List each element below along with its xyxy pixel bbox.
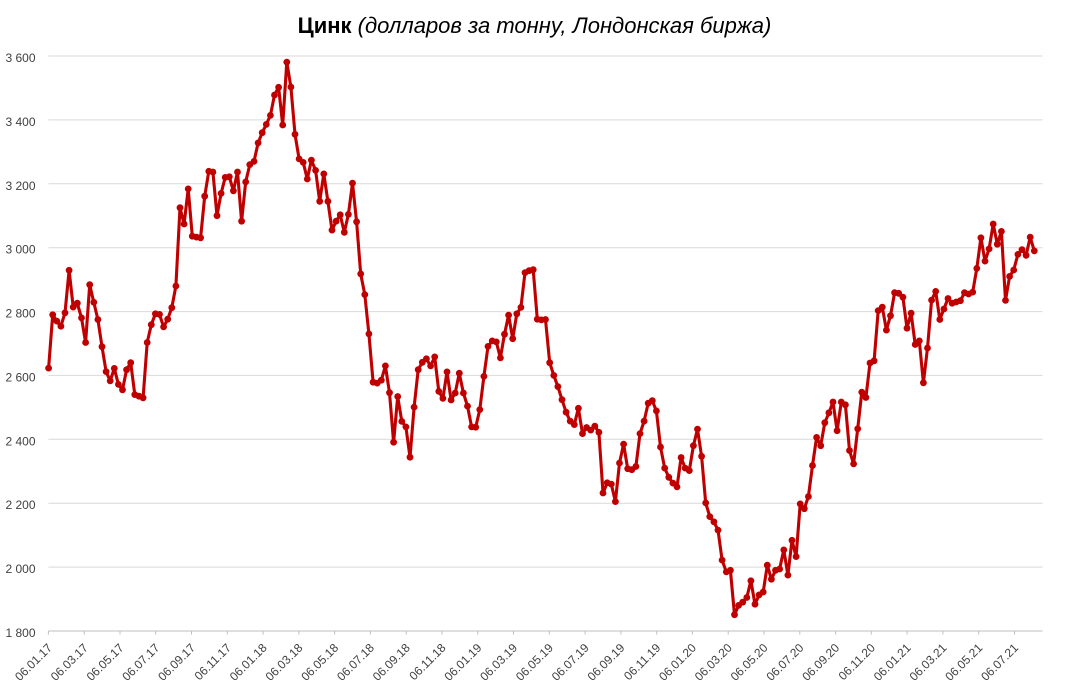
svg-text:06.09.20: 06.09.20 (799, 640, 842, 683)
svg-text:06.07.18: 06.07.18 (334, 640, 377, 683)
svg-text:06.01.21: 06.01.21 (871, 640, 914, 683)
svg-text:2 800: 2 800 (5, 307, 35, 321)
svg-text:06.07.17: 06.07.17 (119, 640, 162, 683)
svg-text:3 600: 3 600 (5, 51, 35, 65)
svg-text:06.09.18: 06.09.18 (370, 640, 413, 683)
svg-text:06.09.19: 06.09.19 (585, 640, 628, 683)
svg-text:06.07.21: 06.07.21 (978, 640, 1021, 683)
svg-text:1 800: 1 800 (5, 626, 35, 640)
svg-text:06.09.17: 06.09.17 (155, 640, 198, 683)
svg-text:2 400: 2 400 (5, 434, 35, 448)
svg-text:06.03.19: 06.03.19 (477, 640, 520, 683)
svg-text:2 600: 2 600 (5, 370, 35, 384)
svg-text:06.05.19: 06.05.19 (513, 640, 556, 683)
svg-text:06.03.21: 06.03.21 (907, 640, 950, 683)
svg-text:06.07.19: 06.07.19 (549, 640, 592, 683)
svg-text:2 200: 2 200 (5, 498, 35, 512)
svg-text:06.03.20: 06.03.20 (692, 640, 735, 683)
svg-text:06.05.18: 06.05.18 (298, 640, 341, 683)
svg-text:06.07.20: 06.07.20 (763, 640, 806, 683)
svg-text:06.05.20: 06.05.20 (728, 640, 771, 683)
svg-text:06.11.19: 06.11.19 (621, 640, 664, 683)
svg-text:06.11.18: 06.11.18 (406, 640, 449, 683)
svg-text:06.01.19: 06.01.19 (441, 640, 484, 683)
svg-text:06.05.17: 06.05.17 (84, 640, 127, 683)
svg-text:06.11.17: 06.11.17 (192, 640, 235, 683)
svg-text:06.01.20: 06.01.20 (656, 640, 699, 683)
svg-text:06.03.18: 06.03.18 (263, 640, 306, 683)
svg-text:3 400: 3 400 (5, 115, 35, 129)
svg-text:06.11.20: 06.11.20 (836, 640, 879, 683)
svg-text:2 000: 2 000 (5, 562, 35, 576)
svg-text:3 200: 3 200 (5, 179, 35, 193)
svg-text:Цинк (долларов за тонну, Лондо: Цинк (долларов за тонну, Лондонская бирж… (298, 13, 772, 38)
svg-text:06.03.17: 06.03.17 (48, 640, 91, 683)
svg-text:06.05.21: 06.05.21 (942, 640, 985, 683)
svg-text:06.01.17: 06.01.17 (12, 640, 55, 683)
svg-text:3 000: 3 000 (5, 243, 35, 257)
svg-text:06.01.18: 06.01.18 (227, 640, 270, 683)
